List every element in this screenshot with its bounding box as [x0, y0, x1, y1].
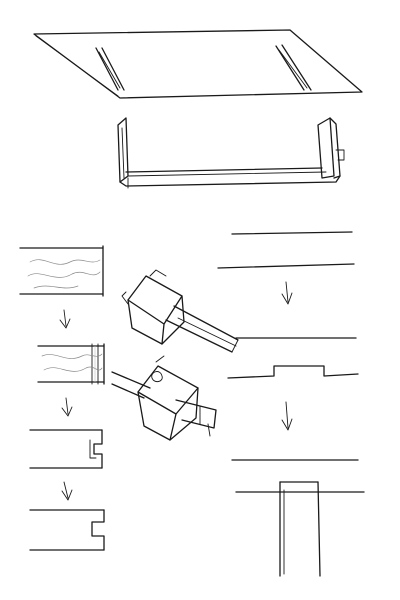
flat-board-with-grooves [33, 29, 363, 99]
router-block-upper [121, 269, 185, 345]
down-arrow-icon [59, 309, 71, 329]
groove-right [275, 44, 312, 91]
groove-left [95, 47, 125, 91]
board-step-4 [29, 509, 105, 551]
profile-step-1 [217, 231, 355, 269]
down-arrow-icon [61, 397, 73, 417]
board-step-3 [29, 429, 103, 469]
router-block-lower [137, 355, 199, 441]
down-arrow-icon [281, 401, 293, 431]
shelf-bottom-front [119, 175, 341, 187]
profile-step-4 [231, 459, 365, 577]
assembled-u-shelf [117, 117, 345, 189]
profile-step-3 [227, 365, 359, 379]
down-arrow-icon [61, 481, 73, 501]
right-side-piece [317, 117, 335, 179]
right-side-joint [335, 149, 345, 161]
down-arrow-icon [281, 281, 293, 305]
board-step-2 [37, 343, 105, 385]
router-cutting-groove [111, 269, 239, 441]
shelf-bottom-back [125, 167, 323, 173]
lower-board-bar [111, 371, 217, 437]
groove-profile-steps [217, 231, 365, 577]
board-front-edge [35, 35, 119, 97]
upper-board-bar [165, 305, 239, 353]
board-step-1 [19, 245, 104, 297]
board-outline [33, 29, 363, 99]
board-end-steps [19, 245, 105, 551]
router-knob-icon [151, 371, 163, 383]
